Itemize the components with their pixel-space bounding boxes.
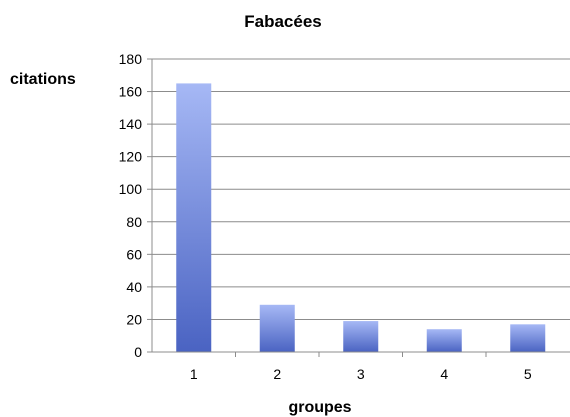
bar-4 (426, 329, 462, 352)
x-tick-label-3: 3 (357, 366, 365, 382)
chart-title: Fabacées (244, 12, 322, 31)
bar-2 (259, 304, 295, 352)
y-tick-label-40: 40 (126, 279, 142, 295)
y-tick-label-20: 20 (126, 311, 142, 327)
y-tick-label-100: 100 (119, 181, 143, 197)
bars (176, 83, 546, 353)
x-tick-labels: 1 2 3 4 5 (190, 366, 532, 382)
y-tick-label-140: 140 (119, 116, 143, 132)
bar-3 (343, 321, 379, 352)
y-tick-label-160: 160 (119, 84, 143, 100)
x-tick-label-5: 5 (524, 366, 532, 382)
x-tick-label-1: 1 (190, 366, 198, 382)
x-tick-label-4: 4 (440, 366, 448, 382)
y-tick-label-80: 80 (126, 214, 142, 230)
y-tick-label-60: 60 (126, 246, 142, 262)
y-tick-labels: 0 20 40 60 80 100 120 140 160 180 (119, 51, 143, 360)
y-tick-label-180: 180 (119, 51, 143, 67)
bar-1 (176, 83, 212, 353)
y-axis-label: citations (10, 71, 76, 88)
x-axis-label: groupes (288, 399, 351, 416)
y-tick-label-120: 120 (119, 149, 143, 165)
axes (147, 58, 570, 357)
bar-5 (510, 324, 546, 352)
gridlines (152, 58, 570, 320)
y-tick-label-0: 0 (134, 344, 142, 360)
x-tick-label-2: 2 (273, 366, 281, 382)
